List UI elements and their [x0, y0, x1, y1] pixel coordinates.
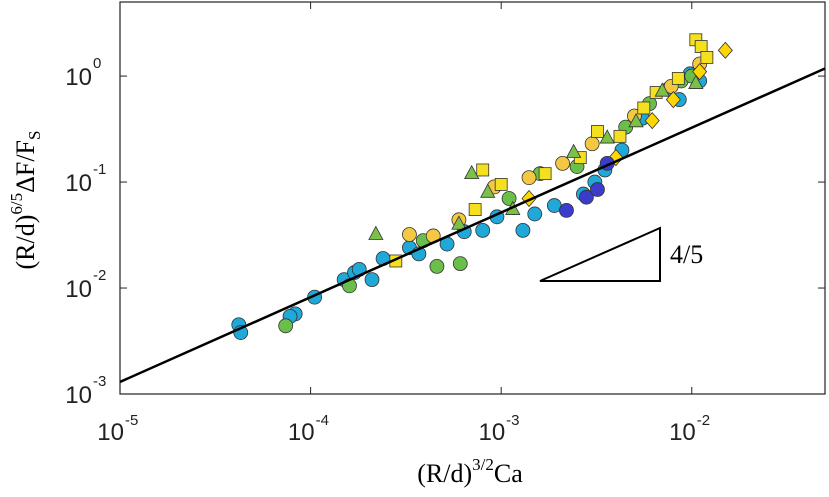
point	[717, 41, 733, 59]
slope-triangle	[539, 226, 661, 282]
point	[494, 178, 508, 191]
x-label-part: (R/d)	[417, 459, 472, 488]
y-tick-exp: -2	[93, 267, 106, 284]
point	[654, 82, 670, 97]
point	[468, 203, 482, 216]
point	[613, 129, 627, 143]
y-tick-label: 10	[65, 170, 92, 197]
point	[451, 215, 467, 230]
fit-line	[119, 67, 826, 384]
point	[402, 227, 417, 242]
x-axis-label: (R/d)3/2Ca	[417, 455, 523, 488]
point	[480, 183, 496, 198]
x-tick-exp: -5	[125, 412, 138, 429]
x-tick-label: 10	[288, 419, 315, 446]
point	[671, 72, 685, 85]
point	[590, 182, 605, 197]
point	[278, 318, 294, 334]
y-tick-label: 10	[65, 382, 92, 409]
point	[637, 101, 651, 115]
point	[688, 74, 704, 89]
y-tick-label: 10	[65, 276, 92, 303]
x-tick-exp: -4	[316, 412, 329, 429]
point	[584, 136, 600, 152]
point	[591, 125, 604, 138]
point	[628, 112, 644, 128]
point	[559, 203, 574, 218]
point	[599, 129, 615, 144]
point	[644, 111, 660, 130]
x-tick-label: 10	[669, 419, 696, 446]
point	[555, 155, 571, 171]
y-label-sub: S	[25, 131, 44, 140]
y-tick-exp: -1	[93, 161, 106, 178]
point	[665, 90, 681, 109]
x-tick-label: 10	[478, 419, 505, 446]
point	[476, 163, 490, 177]
point	[364, 272, 380, 288]
y-tick-label: 10	[65, 64, 92, 91]
point	[521, 189, 537, 208]
point	[452, 256, 468, 272]
point	[538, 167, 552, 181]
y-tick-exp: 0	[93, 55, 101, 72]
x-tick-exp: -2	[697, 412, 710, 429]
x-label-part: Ca	[494, 459, 523, 488]
point	[475, 222, 491, 238]
y-label-sup: 6/5	[7, 193, 26, 215]
point	[527, 206, 543, 222]
point	[565, 143, 582, 158]
point	[463, 164, 480, 180]
x-label-sup: 3/2	[472, 455, 494, 474]
x-tick-label: 10	[97, 419, 124, 446]
y-label-part: (R/d)	[11, 215, 40, 270]
point	[429, 258, 445, 274]
point	[368, 225, 384, 240]
point	[700, 51, 714, 64]
y-label-part: ΔF/F	[11, 140, 40, 193]
point	[692, 63, 708, 81]
y-tick-exp: -3	[93, 373, 106, 390]
x-tick-exp: -3	[506, 412, 519, 429]
point	[694, 40, 708, 53]
point	[521, 170, 537, 186]
y-axis-label: (R/d)6/5ΔF/FS	[7, 131, 44, 270]
point	[515, 222, 531, 238]
slope-label: 4/5	[670, 240, 703, 269]
point	[579, 189, 594, 205]
